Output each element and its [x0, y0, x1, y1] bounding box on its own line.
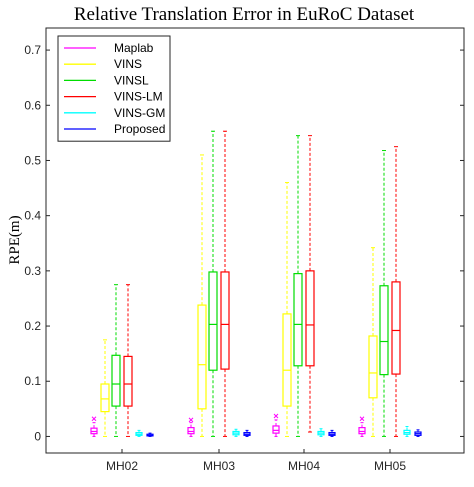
legend-label: Proposed: [114, 122, 165, 136]
legend-label: VINS-GM: [114, 106, 165, 120]
outlier-point: [188, 417, 194, 423]
box: [305, 270, 315, 367]
x-tick-label: MH04: [288, 459, 320, 473]
y-tick-label: 0.3: [24, 264, 41, 278]
legend-box: [57, 35, 171, 142]
y-tick-label: 0: [34, 429, 41, 443]
x-tick-label: MH02: [106, 459, 138, 473]
box: [379, 285, 389, 376]
series-maplab: [90, 413, 366, 437]
box: [111, 354, 121, 407]
box: [358, 427, 366, 435]
axes-frame: [45, 27, 465, 454]
y-tick-label: 0.2: [24, 319, 41, 333]
series-vins-lm: [123, 130, 401, 437]
y-tick-label: 0.1: [24, 374, 41, 388]
box: [368, 335, 378, 399]
outlier-point: [273, 413, 279, 419]
legend-label: VINS-LM: [114, 90, 163, 104]
series-vins-gm: [135, 426, 411, 437]
chart-title: Relative Translation Error in EuRoC Data…: [74, 4, 415, 25]
box: [100, 383, 110, 413]
box: [123, 355, 133, 407]
y-tick-label: 0.4: [24, 209, 41, 223]
box: [391, 281, 401, 375]
series-vinsl: [111, 130, 389, 437]
box: [208, 271, 218, 371]
legend-label: VINS: [114, 57, 142, 71]
y-tick-label: 0.5: [24, 153, 41, 167]
series-vins: [100, 154, 378, 437]
box: [282, 313, 292, 407]
box: [187, 427, 195, 435]
y-axis-label: RPE(m): [7, 215, 23, 264]
box: [293, 273, 303, 367]
y-tick-label: 0.6: [24, 98, 41, 112]
outlier-point: [359, 416, 365, 422]
box: [220, 271, 230, 370]
x-tick-label: MH03: [203, 459, 235, 473]
outlier-point: [91, 416, 97, 422]
series-proposed: [146, 429, 422, 437]
box: [197, 304, 207, 410]
plot-area: 0 0.1 0.2 0.3 0.4 0.5 0.6 0.7 MH02 MH03 MH04 MH05: [24, 27, 465, 473]
legend: Maplab VINS VINSL VINS-LM VINS-GM Proposed: [57, 35, 171, 142]
legend-label: VINSL: [114, 73, 149, 87]
legend-label: Maplab: [114, 41, 154, 55]
x-tick-label: MH05: [374, 459, 406, 473]
y-tick-label: 0.7: [24, 43, 41, 57]
box: [272, 425, 280, 434]
